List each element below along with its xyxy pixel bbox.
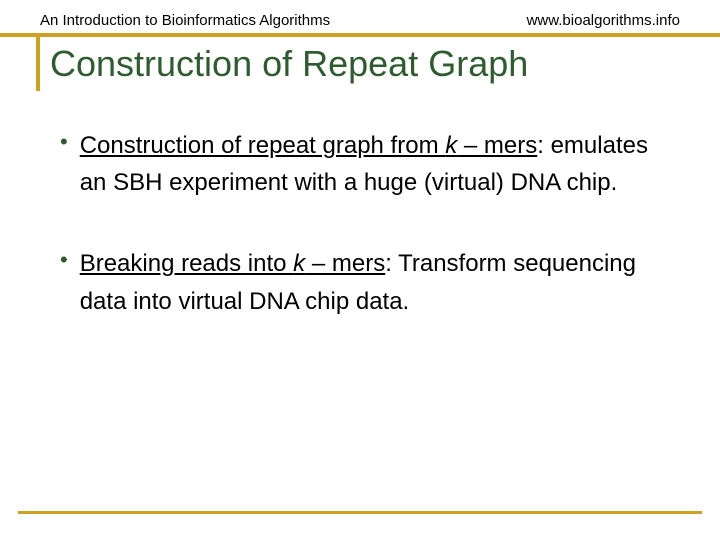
bullet-text: Construction of repeat graph from k – me… bbox=[80, 127, 670, 201]
bullet-item: • Breaking reads into k – mers: Transfor… bbox=[60, 245, 670, 319]
bottom-rule bbox=[18, 511, 702, 514]
bullet-text: Breaking reads into k – mers: Transform … bbox=[80, 245, 670, 319]
bullet-marker-icon: • bbox=[60, 127, 68, 201]
title-container: Construction of Repeat Graph bbox=[36, 37, 720, 91]
bullet-lead: Breaking reads into k – mers bbox=[80, 250, 385, 277]
header-right: www.bioalgorithms.info bbox=[527, 12, 680, 29]
header-left: An Introduction to Bioinformatics Algori… bbox=[40, 12, 330, 29]
header-row: An Introduction to Bioinformatics Algori… bbox=[0, 0, 720, 33]
slide-title: Construction of Repeat Graph bbox=[50, 43, 720, 85]
content-area: • Construction of repeat graph from k – … bbox=[0, 91, 720, 320]
bullet-item: • Construction of repeat graph from k – … bbox=[60, 127, 670, 201]
bullet-lead: Construction of repeat graph from k – me… bbox=[80, 132, 538, 159]
bullet-marker-icon: • bbox=[60, 245, 68, 319]
